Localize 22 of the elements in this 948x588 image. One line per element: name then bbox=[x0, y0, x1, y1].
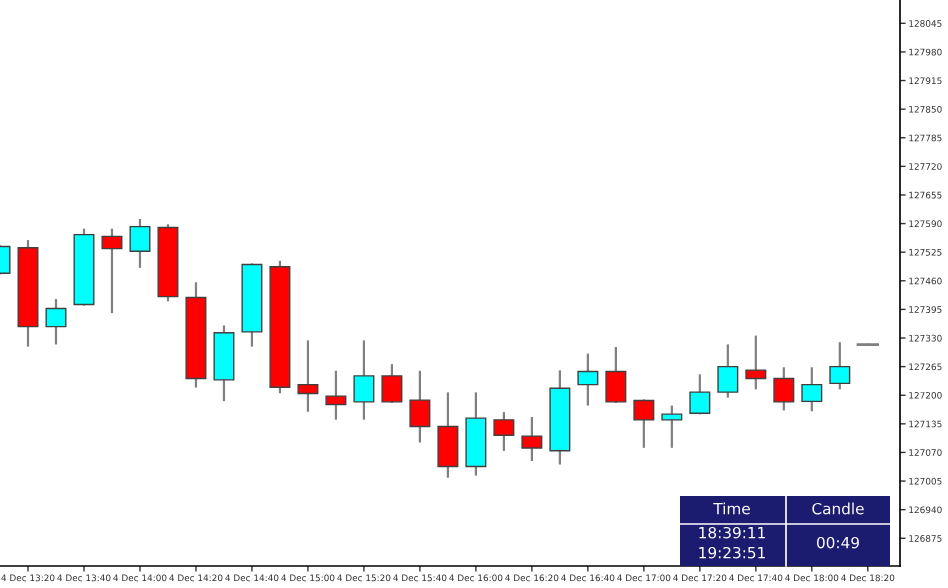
candlestick bbox=[101, 228, 123, 314]
candlestick bbox=[493, 412, 515, 451]
candlestick bbox=[773, 367, 795, 411]
candlestick bbox=[437, 392, 459, 478]
candlestick bbox=[297, 340, 319, 412]
candlestick bbox=[213, 325, 235, 402]
candlestick bbox=[45, 299, 67, 345]
candlestick bbox=[325, 370, 347, 420]
candlestick bbox=[521, 417, 543, 462]
candlestick bbox=[689, 374, 711, 415]
candlestick bbox=[381, 364, 403, 403]
candlestick bbox=[829, 342, 851, 390]
candlestick bbox=[409, 370, 431, 443]
candlestick bbox=[633, 399, 655, 448]
candlestick bbox=[745, 335, 767, 390]
candlestick bbox=[605, 347, 627, 403]
candlestick bbox=[577, 353, 599, 406]
candlestick bbox=[801, 367, 823, 412]
candlestick bbox=[353, 340, 375, 420]
candlestick bbox=[129, 218, 151, 268]
candlestick bbox=[717, 344, 739, 398]
candlestick bbox=[661, 405, 683, 448]
